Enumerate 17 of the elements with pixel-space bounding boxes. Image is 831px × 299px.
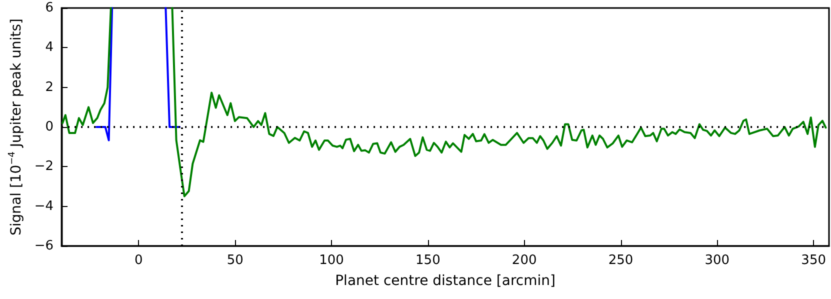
y-tick-label: 0	[45, 120, 54, 134]
y-tick-label: −6	[34, 238, 54, 254]
y-axis-title: Signal [10−4 Jupiter peak units]	[8, 18, 24, 236]
y-tick-label: 2	[45, 80, 54, 95]
x-tick-label: 0	[134, 253, 143, 268]
x-axis-title: Planet centre distance [arcmin]	[335, 273, 556, 289]
x-tick-label: 100	[319, 253, 344, 268]
x-tick-label: 350	[801, 253, 826, 268]
y-tick-label: 4	[45, 40, 54, 56]
y-tick-label: 6	[45, 0, 54, 16]
x-tick-label: 300	[704, 253, 730, 268]
x-tick-label: 250	[608, 253, 634, 268]
y-tick-label: −4	[34, 198, 54, 214]
x-tick-label: 200	[512, 253, 537, 268]
x-tick-label: 150	[416, 253, 440, 268]
y-tick-label: −2	[34, 159, 54, 174]
x-tick-label: 50	[226, 253, 244, 268]
